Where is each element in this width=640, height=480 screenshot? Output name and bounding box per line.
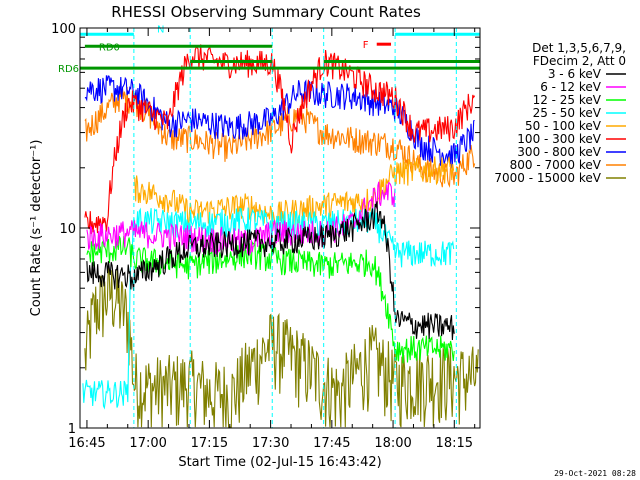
legend-entry-label: 25 - 50 keV (533, 106, 602, 120)
chart-title: RHESSI Observing Summary Count Rates (111, 3, 421, 21)
legend-entry-label: 300 - 800 keV (517, 145, 601, 159)
x-tick-label: 18:15 (436, 436, 473, 451)
y-tick-label: 10 (59, 222, 76, 237)
x-tick-label: 17:15 (191, 436, 228, 451)
series-line (84, 85, 476, 188)
x-tick-label: 16:45 (68, 436, 105, 451)
series-line (86, 181, 396, 256)
legend-entry-label: 100 - 300 keV (517, 132, 601, 146)
flag-label: RD0 (99, 42, 120, 53)
timestamp: 29-Oct-2021 08:28 (554, 469, 636, 478)
series-line (86, 201, 455, 341)
legend-entry-label: 3 - 6 keV (548, 67, 602, 81)
x-axis-label: Start Time (02-Jul-15 16:43:42) (178, 455, 381, 470)
legend-entry-label: 6 - 12 keV (540, 80, 602, 94)
y-tick-label: 100 (51, 22, 76, 37)
series-line (84, 266, 479, 428)
legend-entry-label: 7000 - 15000 keV (494, 171, 601, 185)
series-line (84, 44, 476, 234)
y-tick-label: 1 (68, 422, 76, 437)
flag-label: N (157, 24, 164, 35)
legend-header: FDecim 2, Att 0 (533, 54, 626, 68)
legend-entry-label: 12 - 25 keV (533, 93, 602, 107)
flag-label: F (363, 40, 369, 51)
x-tick-label: 17:45 (313, 436, 350, 451)
plot-area: RD0 RD6 N F (58, 24, 480, 428)
legend-entry-label: 50 - 100 keV (525, 119, 602, 133)
axes: 16:45 17:00 17:15 17:30 17:45 18:00 18:15 1 10 10… (51, 22, 480, 451)
x-tick-label: 18:00 (374, 436, 411, 451)
legend-header: Det 1,3,5,6,7,9, (532, 41, 626, 55)
series-line (86, 235, 455, 364)
x-tick-label: 17:30 (252, 436, 289, 451)
y-axis-label: Count Rate (s⁻¹ detector⁻¹) (29, 140, 44, 317)
legend: Det 1,3,5,6,7,9,FDecim 2, Att 03 - 6 keV… (494, 41, 626, 185)
legend-entry-label: 800 - 7000 keV (510, 158, 602, 172)
flag-label: RD6 (58, 64, 79, 75)
x-tick-label: 17:00 (129, 436, 166, 451)
